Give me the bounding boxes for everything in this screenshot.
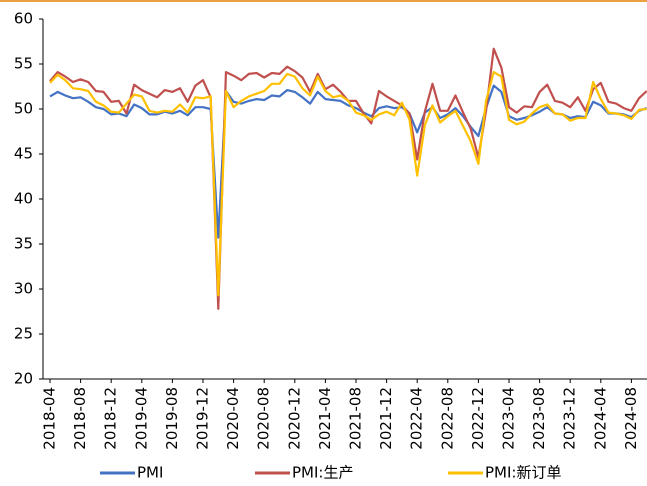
x-tick-label: 2021-04 [316,387,334,450]
x-tick-label: 2021-12 [377,387,395,450]
legend-label: PMI [137,464,163,482]
x-tick-label: 2023-04 [500,387,518,450]
x-tick-label: 2022-04 [408,387,426,450]
x-tick-label: 2022-08 [438,387,456,450]
x-tick-label: 2023-08 [530,387,548,450]
y-tick-label: 20 [14,370,33,388]
legend-label: PMI:生产 [292,464,353,482]
x-tick-label: 2018-04 [41,387,59,450]
y-tick-label: 45 [14,145,33,163]
y-tick-label: 40 [14,190,33,208]
y-tick-label: 60 [14,10,33,28]
x-tick-label: 2018-08 [71,387,89,450]
series-line [49,47,647,310]
x-tick-label: 2022-12 [469,387,487,450]
x-tick-label: 2018-12 [102,387,120,450]
x-tick-label: 2019-04 [132,387,150,450]
x-tick-label: 2023-12 [561,387,579,450]
x-tick-label: 2019-12 [194,387,212,450]
y-tick-label: 35 [14,235,33,253]
x-tick-label: 2020-04 [224,387,242,450]
x-tick-label: 2021-08 [347,387,365,450]
x-tick-label: 2024-04 [591,387,609,450]
y-tick-label: 30 [14,280,33,298]
y-tick-label: 55 [14,55,33,73]
series-line [49,71,647,297]
x-tick-label: 2020-08 [255,387,273,450]
y-tick-label: 25 [14,325,33,343]
x-tick-label: 2019-08 [163,387,181,450]
y-tick-label: 50 [14,100,33,118]
x-tick-label: 2024-08 [622,387,640,450]
x-tick-label: 2020-12 [285,387,303,450]
legend-label: PMI:新订单 [485,464,561,482]
series-line [49,84,647,239]
